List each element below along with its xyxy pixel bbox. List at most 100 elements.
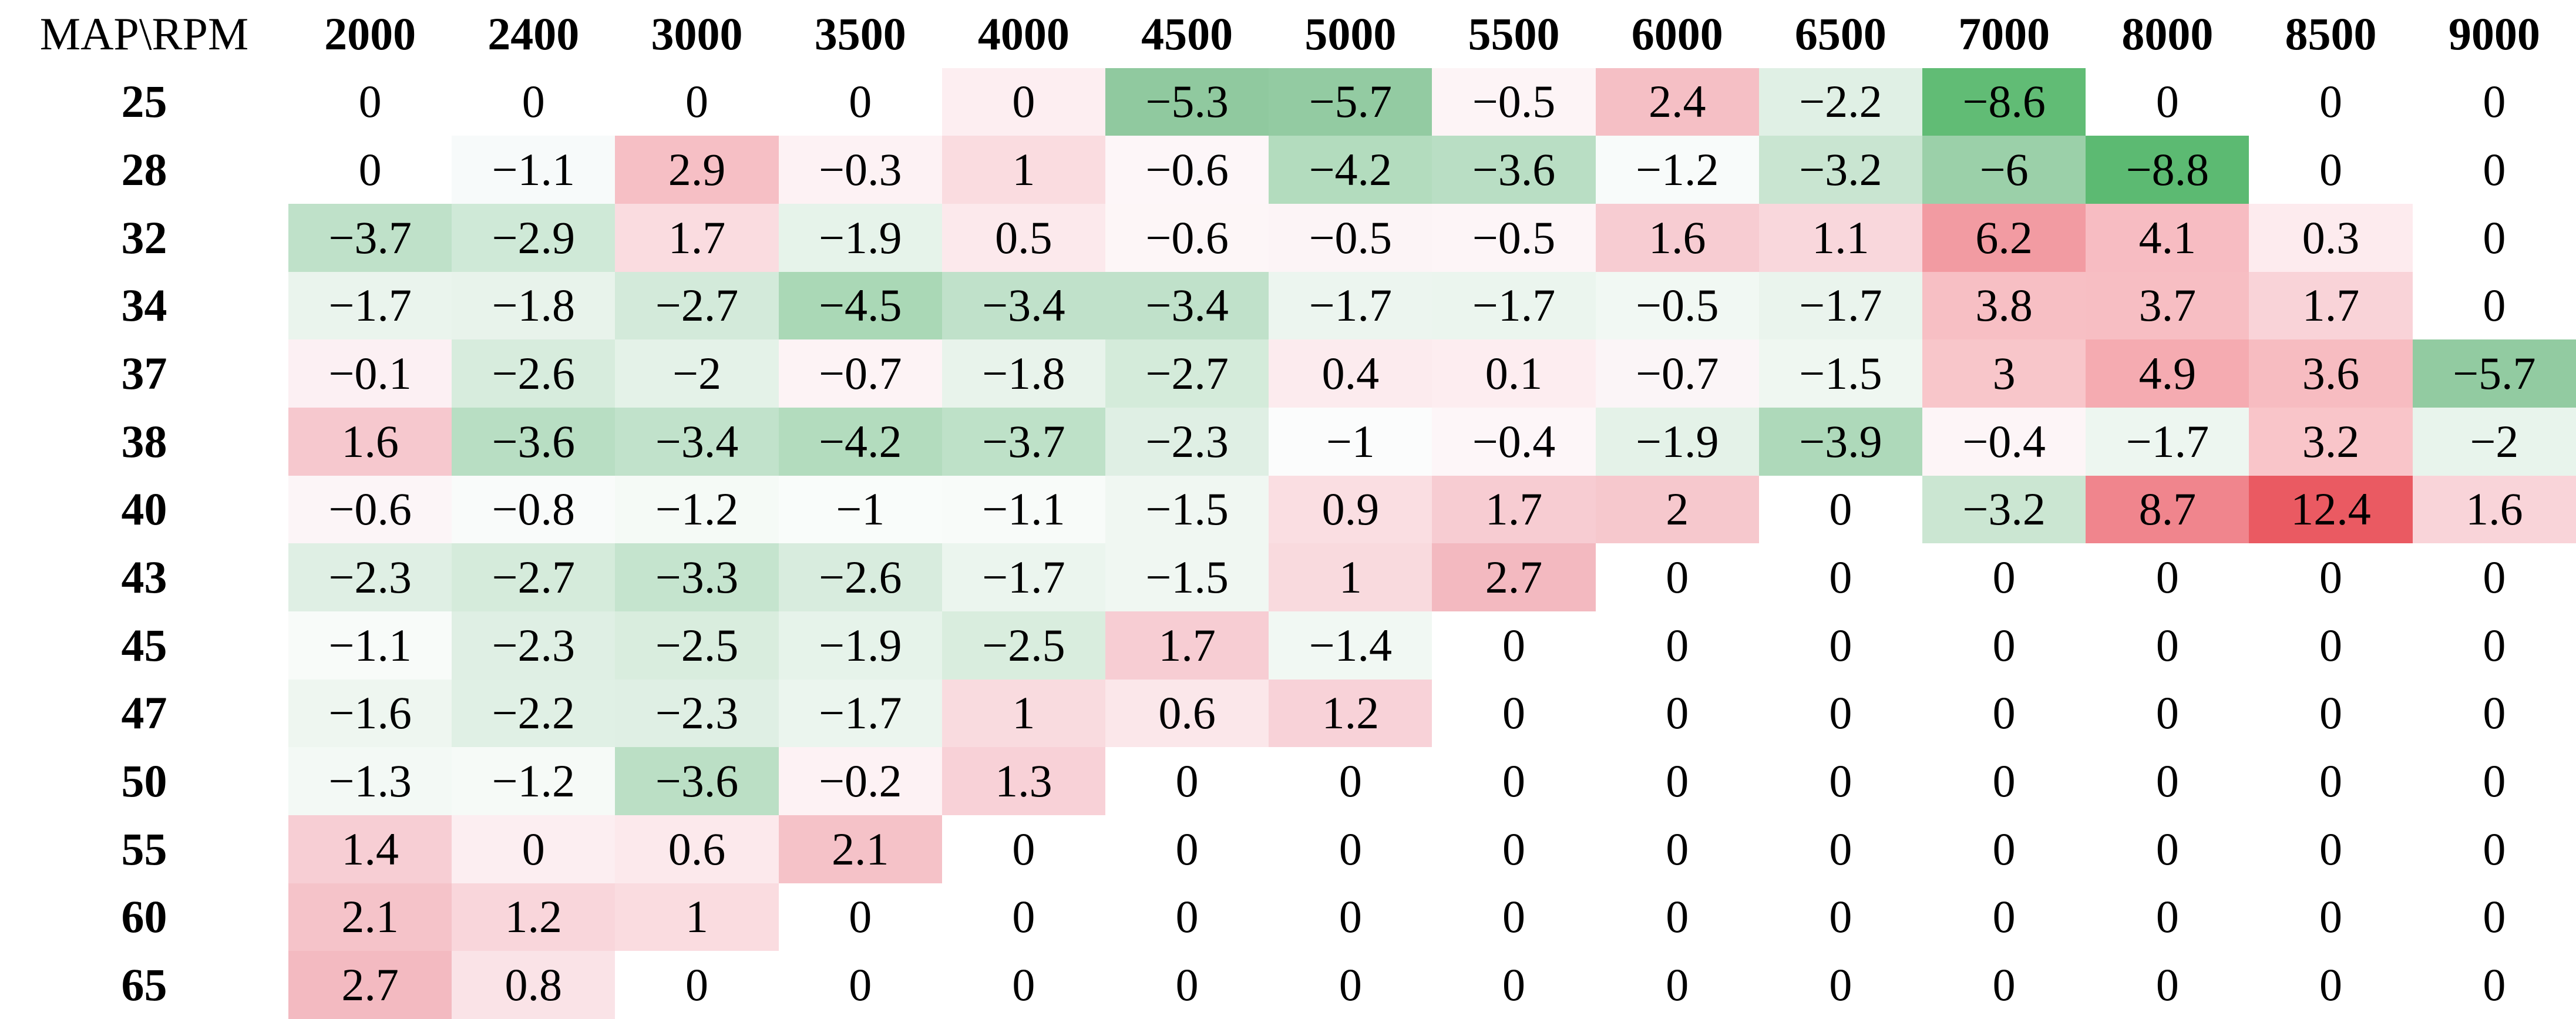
cell-map40-rpm8000: 8.7 — [2086, 475, 2249, 544]
cell-map34-rpm5000: −1.7 — [1269, 271, 1432, 340]
cell-map43-rpm2000: −2.3 — [288, 543, 452, 611]
cell-map32-rpm5000: −0.5 — [1269, 203, 1432, 272]
cell-map32-rpm8000: 4.1 — [2086, 203, 2249, 272]
cell-map60-rpm3000: 1 — [615, 883, 779, 951]
table-row-map-28: 28 0 −1.1 2.9 −0.3 1 −0.6 −4.2 −3.6 −1.2 −3.2 −6 −8.… — [0, 136, 2576, 204]
cell-map38-rpm2400: −3.6 — [452, 407, 616, 476]
cell-map34-rpm8000: 3.7 — [2086, 271, 2249, 340]
cell-map25-rpm8000: 0 — [2086, 68, 2249, 136]
rpm-column-header-2000: 2000 — [324, 8, 416, 59]
cell-map34-rpm6500: −1.7 — [1758, 271, 1923, 340]
cell-map43-rpm6000: 0 — [1595, 543, 1759, 611]
cell-map28-rpm2000: 0 — [288, 136, 452, 204]
corner-label: MAP\RPM — [39, 8, 249, 59]
cell-map47-rpm3500: −1.7 — [778, 679, 942, 748]
cell-map60-rpm5000: 0 — [1269, 883, 1432, 951]
cell-map25-rpm5500: −0.5 — [1432, 68, 1596, 136]
cell-map40-rpm5500: 1.7 — [1432, 475, 1596, 544]
map-row-header-45: 45 — [121, 619, 167, 671]
cell-map32-rpm7000: 6.2 — [1922, 203, 2086, 272]
map-row-header-65: 65 — [121, 959, 167, 1011]
cell-map34-rpm4500: −3.4 — [1105, 271, 1269, 340]
cell-map43-rpm3000: −3.3 — [615, 543, 779, 611]
cell-map38-rpm3500: −4.2 — [778, 407, 942, 476]
map-row-header-38: 38 — [121, 415, 167, 467]
rpm-column-header-5500: 5500 — [1468, 8, 1560, 59]
cell-map38-rpm7000: −0.4 — [1922, 407, 2086, 476]
cell-map55-rpm5000: 0 — [1269, 815, 1432, 883]
rpm-column-header-4000: 4000 — [977, 8, 1070, 59]
cell-map45-rpm4000: −2.5 — [941, 611, 1106, 680]
cell-map25-rpm6000: 2.4 — [1595, 68, 1759, 136]
cell-map37-rpm6000: −0.7 — [1595, 339, 1759, 408]
cell-map37-rpm2000: −0.1 — [288, 339, 452, 408]
cell-map47-rpm7000: 0 — [1922, 679, 2086, 748]
cell-map50-rpm3000: −3.6 — [615, 747, 779, 815]
cell-map38-rpm8500: 3.2 — [2249, 407, 2413, 476]
table-body: 25 0 0 0 0 0 −5.3 −5.7 −0.5 2.4 −2.2 −8.6 0 0 0 28 0 −1.1… — [0, 68, 2576, 1019]
rpm-column-header-8000: 8000 — [2121, 8, 2214, 59]
table-row-map-43: 43 −2.3 −2.7 −3.3 −2.6 −1.7 −1.5 1 2.7 0 0 0 0 0 0 — [0, 543, 2576, 611]
cell-map60-rpm4500: 0 — [1105, 883, 1269, 951]
cell-map40-rpm4000: −1.1 — [941, 475, 1106, 544]
cell-map43-rpm2400: −2.7 — [452, 543, 616, 611]
cell-map45-rpm5000: −1.4 — [1269, 611, 1432, 680]
cell-map65-rpm4500: 0 — [1105, 951, 1269, 1019]
rpm-column-header-8500: 8500 — [2285, 8, 2377, 59]
cell-map45-rpm7000: 0 — [1922, 611, 2086, 680]
cell-map50-rpm9000: 0 — [2412, 747, 2576, 815]
cell-map47-rpm8000: 0 — [2086, 679, 2249, 748]
cell-map50-rpm2000: −1.3 — [288, 747, 452, 815]
cell-map60-rpm2000: 2.1 — [288, 883, 452, 951]
cell-map47-rpm6500: 0 — [1758, 679, 1923, 748]
cell-map40-rpm9000: 1.6 — [2412, 475, 2576, 544]
rpm-column-header-3000: 3000 — [651, 8, 743, 59]
cell-map43-rpm4000: −1.7 — [941, 543, 1106, 611]
table-row-map-38: 38 1.6 −3.6 −3.4 −4.2 −3.7 −2.3 −1 −0.4 −1.9 −3.9−… — [0, 407, 2576, 476]
cell-map40-rpm5000: 0.9 — [1269, 475, 1432, 544]
cell-map38-rpm2000: 1.6 — [288, 407, 452, 476]
cell-map40-rpm4500: −1.5 — [1105, 475, 1269, 544]
cell-map34-rpm9000: 0 — [2412, 271, 2576, 340]
cell-map37-rpm7000: 3 — [1922, 339, 2086, 408]
cell-map50-rpm4500: 0 — [1105, 747, 1269, 815]
table-row-map-32: 32 −3.7 −2.9 1.7 −1.9 0.5 −0.6 −0.5 −0.5 1.6 1.1 6.… — [0, 203, 2576, 272]
cell-map47-rpm4000: 1 — [941, 679, 1106, 748]
cell-map25-rpm4500: −5.3 — [1105, 68, 1269, 136]
cell-map32-rpm2000: −3.7 — [288, 203, 452, 272]
rpm-column-header-5000: 5000 — [1304, 8, 1397, 59]
cell-map40-rpm2400: −0.8 — [452, 475, 616, 544]
cell-map65-rpm6000: 0 — [1595, 951, 1759, 1019]
cell-map40-rpm7000: −3.2 — [1922, 475, 2086, 544]
cell-map34-rpm4000: −3.4 — [941, 271, 1106, 340]
cell-map43-rpm3500: −2.6 — [778, 543, 942, 611]
cell-map25-rpm4000: 0 — [941, 68, 1106, 136]
map-row-header-60: 60 — [121, 891, 167, 943]
cell-map45-rpm9000: 0 — [2412, 611, 2576, 680]
map-row-header-25: 25 — [121, 76, 167, 127]
cell-map45-rpm2000: −1.1 — [288, 611, 452, 680]
cell-map50-rpm5000: 0 — [1269, 747, 1432, 815]
cell-map45-rpm4500: 1.7 — [1105, 611, 1269, 680]
cell-map45-rpm6500: 0 — [1758, 611, 1923, 680]
cell-map45-rpm3500: −1.9 — [778, 611, 942, 680]
map-row-header-32: 32 — [121, 211, 167, 263]
cell-map60-rpm2400: 1.2 — [452, 883, 616, 951]
cell-map60-rpm3500: 0 — [778, 883, 942, 951]
cell-map34-rpm5500: −1.7 — [1432, 271, 1596, 340]
map-row-header-40: 40 — [121, 483, 167, 535]
cell-map40-rpm6500: 0 — [1758, 475, 1923, 544]
cell-map50-rpm2400: −1.2 — [452, 747, 616, 815]
cell-map60-rpm5500: 0 — [1432, 883, 1596, 951]
cell-map34-rpm3000: −2.7 — [615, 271, 779, 340]
cell-map38-rpm6500: −3.9 — [1758, 407, 1923, 476]
cell-map37-rpm4500: −2.7 — [1105, 339, 1269, 408]
cell-map47-rpm5500: 0 — [1432, 679, 1596, 748]
map-row-header-28: 28 — [121, 144, 167, 196]
cell-map45-rpm3000: −2.5 — [615, 611, 779, 680]
cell-map45-rpm8500: 0 — [2249, 611, 2413, 680]
cell-map25-rpm5000: −5.7 — [1269, 68, 1432, 136]
cell-map34-rpm2400: −1.8 — [452, 271, 616, 340]
cell-map38-rpm3000: −3.4 — [615, 407, 779, 476]
